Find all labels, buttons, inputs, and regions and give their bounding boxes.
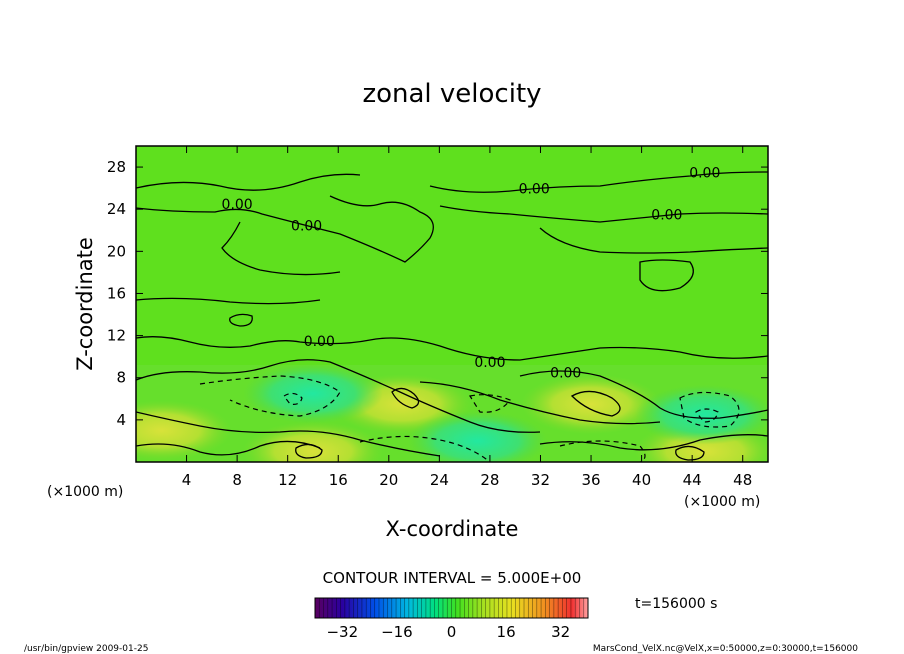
plot-frame (135, 145, 769, 463)
field-feature-1 (521, 374, 662, 435)
contour-label-2: 0.00 (519, 181, 550, 197)
y-tick-label-5: 24 (107, 200, 126, 218)
x-tick-label-0: 4 (182, 471, 192, 489)
plot-area: 0.00 0.00 0.00 0.00 0.00 0.00 0.00 0.00 (136, 146, 768, 462)
x-tick-label-7: 32 (531, 471, 550, 489)
field-feature-7 (407, 410, 548, 462)
time-label: t=156000 s (635, 596, 717, 612)
colorbar-tick-label-0: −32 (326, 623, 358, 641)
y-tick-label-3: 16 (107, 284, 126, 302)
contour-label-5: 0.00 (304, 334, 335, 350)
chart-title: zonal velocity (362, 79, 541, 109)
x-tick-label-9: 40 (632, 471, 651, 489)
contour-label-4: 0.00 (651, 208, 682, 224)
footer-right: MarsCond_VelX.nc@VelX,x=0:50000,z=0:3000… (593, 644, 858, 654)
contour-label-0: 0.00 (222, 197, 253, 213)
y-tick-label-0: 4 (116, 411, 126, 429)
colorbar-tick-label-2: 0 (447, 623, 457, 641)
y-axis-label: Z-coordinate (73, 237, 97, 371)
field-feature-4 (242, 363, 383, 424)
contour-label-3: 0.00 (689, 166, 720, 182)
x-axis-label: X-coordinate (386, 517, 519, 541)
x-unit-right: (×1000 m) (684, 494, 760, 510)
x-unit-left: (×1000 m) (47, 484, 123, 500)
y-tick-label-2: 12 (107, 327, 126, 345)
field-feature-2 (242, 421, 383, 462)
x-tick-label-8: 36 (581, 471, 600, 489)
colorbar-frame (314, 597, 589, 619)
y-axis: 4 8 12 16 20 24 28 (107, 158, 768, 429)
contour-interval: CONTOUR INTERVAL = 5.000E+00 (323, 569, 582, 587)
x-tick-label-5: 24 (430, 471, 449, 489)
y-tick-label-6: 28 (107, 158, 126, 176)
y-tick-label-1: 8 (116, 369, 126, 387)
x-tick-label-3: 16 (329, 471, 348, 489)
contour-lines (136, 171, 768, 461)
field-feature-6 (136, 400, 232, 461)
colorbar-ticks: −32 −16 0 16 32 (326, 623, 570, 641)
x-tick-label-4: 20 (379, 471, 398, 489)
colorbar-tick-label-3: 16 (497, 623, 516, 641)
x-tick-label-10: 44 (683, 471, 702, 489)
contour-lines-negative (199, 375, 740, 462)
y-tick-label-4: 20 (107, 242, 126, 260)
x-axis: 4 8 12 16 20 24 28 32 36 40 44 48 (182, 146, 752, 489)
contour-label-7: 0.00 (550, 366, 581, 382)
contour-label-6: 0.00 (474, 355, 505, 371)
contour-label-1: 0.00 (291, 218, 322, 234)
colorbar-tick-label-4: 32 (551, 623, 570, 641)
field-feature-5 (634, 384, 768, 445)
x-tick-label-2: 12 (278, 471, 297, 489)
x-tick-label-1: 8 (232, 471, 242, 489)
x-tick-label-6: 28 (480, 471, 499, 489)
footer-left: /usr/bin/gpview 2009-01-25 (24, 644, 148, 654)
colorbar-tick-label-1: −16 (381, 623, 413, 641)
x-tick-label-11: 48 (733, 471, 752, 489)
